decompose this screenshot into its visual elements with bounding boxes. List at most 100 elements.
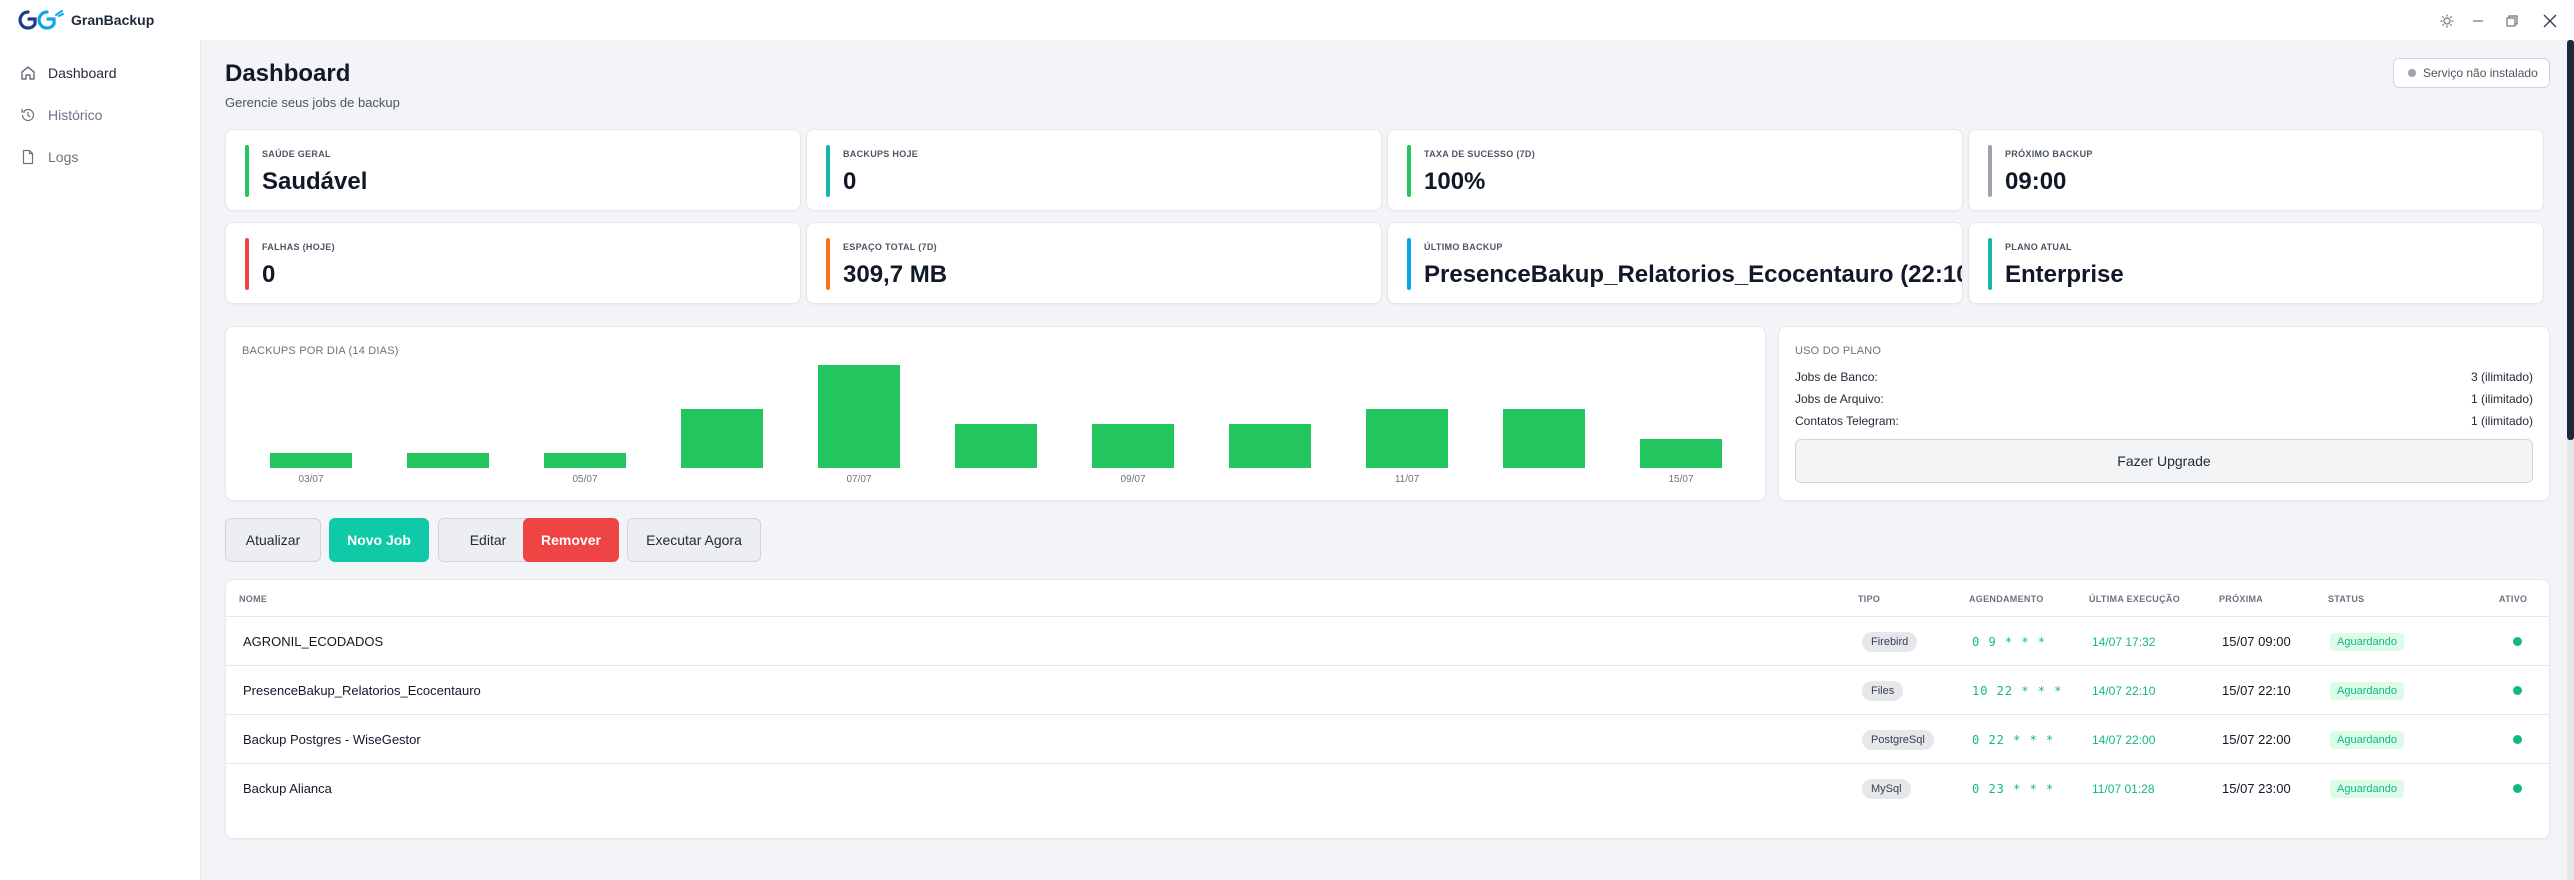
job-next-run: 15/07 23:00 <box>2222 781 2291 796</box>
stat-card-espaco-total: ESPAÇO TOTAL (7D) 309,7 MB <box>806 222 1382 304</box>
job-type-badge: PostgreSql <box>1862 729 1934 750</box>
active-indicator-icon[interactable] <box>2513 784 2522 793</box>
app-title: GranBackup <box>71 12 155 28</box>
card-value: 09:00 <box>2005 168 2067 195</box>
status-badge: Aguardando <box>2330 632 2404 651</box>
job-type-cell: MySql <box>1862 764 1911 813</box>
column-header-next[interactable]: PRÓXIMA <box>2219 594 2264 604</box>
chart-bar-06-07[interactable] <box>681 409 763 468</box>
card-value: 0 <box>843 168 857 195</box>
table-row[interactable]: AGRONIL_ECODADOS Firebird 0 9 * * * 14/07 1… <box>226 616 2549 665</box>
service-status-label: Serviço não instalado <box>2423 66 2538 80</box>
refresh-button[interactable]: Atualizar <box>225 518 321 562</box>
job-schedule: 10 22 * * * <box>1972 683 2063 698</box>
service-status-badge[interactable]: Serviço não instalado <box>2393 58 2550 88</box>
sidebar-item-dashboard[interactable]: Dashboard <box>20 61 117 85</box>
chart-bar-03-07[interactable] <box>270 453 352 468</box>
backups-chart-panel: BACKUPS POR DIA (14 DIAS) 03/07 05/07 07/0… <box>225 326 1766 501</box>
job-status-cell: Aguardando <box>2330 764 2404 813</box>
scrollbar-track[interactable] <box>2567 40 2574 880</box>
minimize-icon <box>2473 20 2483 22</box>
run-now-button[interactable]: Executar Agora <box>627 518 761 562</box>
job-type-badge: MySql <box>1862 778 1911 799</box>
restore-icon <box>2506 15 2518 27</box>
column-header-last-run[interactable]: ÚLTIMA EXECUÇÃO <box>2089 594 2180 604</box>
title-bar: GranBackup <box>0 0 2574 40</box>
remove-button[interactable]: Remover <box>523 518 619 562</box>
table-row[interactable]: Backup Alianca MySql 0 23 * * * 11/07 01:28… <box>226 763 2549 812</box>
job-last-run: 14/07 22:00 <box>2092 732 2156 747</box>
job-last-run-cell: 14/07 22:00 <box>2092 715 2155 764</box>
job-active-cell <box>2513 764 2522 813</box>
new-job-button[interactable]: Novo Job <box>329 518 429 562</box>
stat-card-plano-atual: PLANO ATUAL Enterprise <box>1968 222 2544 304</box>
plan-row-value: 1 (ilimitado) <box>2470 392 2533 406</box>
job-schedule-cell: 10 22 * * * <box>1972 666 2062 715</box>
chart-tick-label: 07/07 <box>846 474 871 485</box>
chart-bar-12-07[interactable] <box>1503 409 1585 468</box>
plan-row-value: 1 (ilimitado) <box>2470 414 2533 428</box>
sidebar-item-logs[interactable]: Logs <box>20 145 78 169</box>
card-label: ESPAÇO TOTAL (7D) <box>843 242 937 252</box>
stat-card-saude-geral: SAÚDE GERAL Saudável <box>225 129 801 211</box>
chart-bar-07-07[interactable] <box>818 365 900 468</box>
chart-bar-11-07[interactable] <box>1366 409 1448 468</box>
column-header-active[interactable]: ATIVO <box>2499 594 2528 604</box>
minimize-button[interactable] <box>2465 8 2491 34</box>
sidebar-item-label: Dashboard <box>48 65 117 81</box>
plan-row-label: Jobs de Arquivo: <box>1795 392 1884 406</box>
job-last-run: 11/07 01:28 <box>2092 781 2155 796</box>
chart-bar-15-07[interactable] <box>1640 439 1722 468</box>
job-next-run: 15/07 09:00 <box>2222 634 2291 649</box>
restore-button[interactable] <box>2499 8 2525 34</box>
sidebar: Dashboard Histórico Logs <box>0 40 201 880</box>
scrollbar-thumb[interactable] <box>2567 40 2574 440</box>
table-row[interactable]: PresenceBakup_Relatorios_Ecocentauro File… <box>226 665 2549 714</box>
chart-bar-09-07[interactable] <box>1092 424 1174 468</box>
upgrade-button[interactable]: Fazer Upgrade <box>1795 439 2533 483</box>
document-icon <box>22 149 34 165</box>
job-next-run: 15/07 22:00 <box>2222 732 2291 747</box>
plan-usage-panel: USO DO PLANO Jobs de Banco: 3 (ilimitado… <box>1778 326 2550 501</box>
job-name: PresenceBakup_Relatorios_Ecocentauro <box>243 683 481 698</box>
chart-bar-04-07[interactable] <box>407 453 489 468</box>
chart-tick-label: 03/07 <box>298 474 323 485</box>
theme-toggle-button[interactable] <box>2434 8 2460 34</box>
status-dot-icon <box>2408 69 2416 77</box>
chart-tick-label: 15/07 <box>1668 474 1693 485</box>
chart-bar-08-07[interactable] <box>955 424 1037 468</box>
sidebar-item-label: Logs <box>48 149 79 165</box>
active-indicator-icon[interactable] <box>2513 686 2522 695</box>
column-header-schedule[interactable]: AGENDAMENTO <box>1969 594 2044 604</box>
card-value: PresenceBakup_Relatorios_Ecocentauro (22… <box>1424 261 1963 288</box>
chart-bar-10-07[interactable] <box>1229 424 1311 468</box>
chart-tick-label: 11/07 <box>1395 474 1420 485</box>
status-badge: Aguardando <box>2330 681 2404 700</box>
chart-bar-05-07[interactable] <box>544 453 626 468</box>
backups-per-day-chart: 03/07 05/07 07/07 09/07 11/07 15/07 <box>270 365 1722 485</box>
close-icon <box>2543 14 2557 28</box>
job-schedule-cell: 0 23 * * * <box>1972 764 2054 813</box>
job-last-run: 14/07 17:32 <box>2092 634 2156 649</box>
job-schedule-cell: 0 9 * * * <box>1972 617 2046 666</box>
active-indicator-icon[interactable] <box>2513 735 2522 744</box>
job-next-cell: 15/07 22:10 <box>2222 666 2291 715</box>
active-indicator-icon[interactable] <box>2513 637 2522 646</box>
column-header-type[interactable]: TIPO <box>1858 594 1881 604</box>
job-next-cell: 15/07 23:00 <box>2222 764 2291 813</box>
column-header-name[interactable]: NOME <box>239 594 268 604</box>
card-accent-bar <box>1407 238 1411 290</box>
sidebar-item-historico[interactable]: Histórico <box>20 103 102 127</box>
close-window-button[interactable] <box>2537 8 2563 34</box>
card-label: PLANO ATUAL <box>2005 242 2072 252</box>
card-accent-bar <box>1988 238 1992 290</box>
column-header-status[interactable]: STATUS <box>2328 594 2365 604</box>
table-row[interactable]: Backup Postgres - WiseGestor PostgreSql 0 … <box>226 714 2549 763</box>
job-name: Backup Alianca <box>243 781 332 796</box>
job-schedule: 0 9 * * * <box>1972 634 2047 649</box>
stat-card-backups-hoje: BACKUPS HOJE 0 <box>806 129 1382 211</box>
card-label: ÚLTIMO BACKUP <box>1424 242 1503 252</box>
card-accent-bar <box>1407 145 1411 197</box>
job-active-cell <box>2513 617 2522 666</box>
stat-card-falhas-hoje: FALHAS (HOJE) 0 <box>225 222 801 304</box>
